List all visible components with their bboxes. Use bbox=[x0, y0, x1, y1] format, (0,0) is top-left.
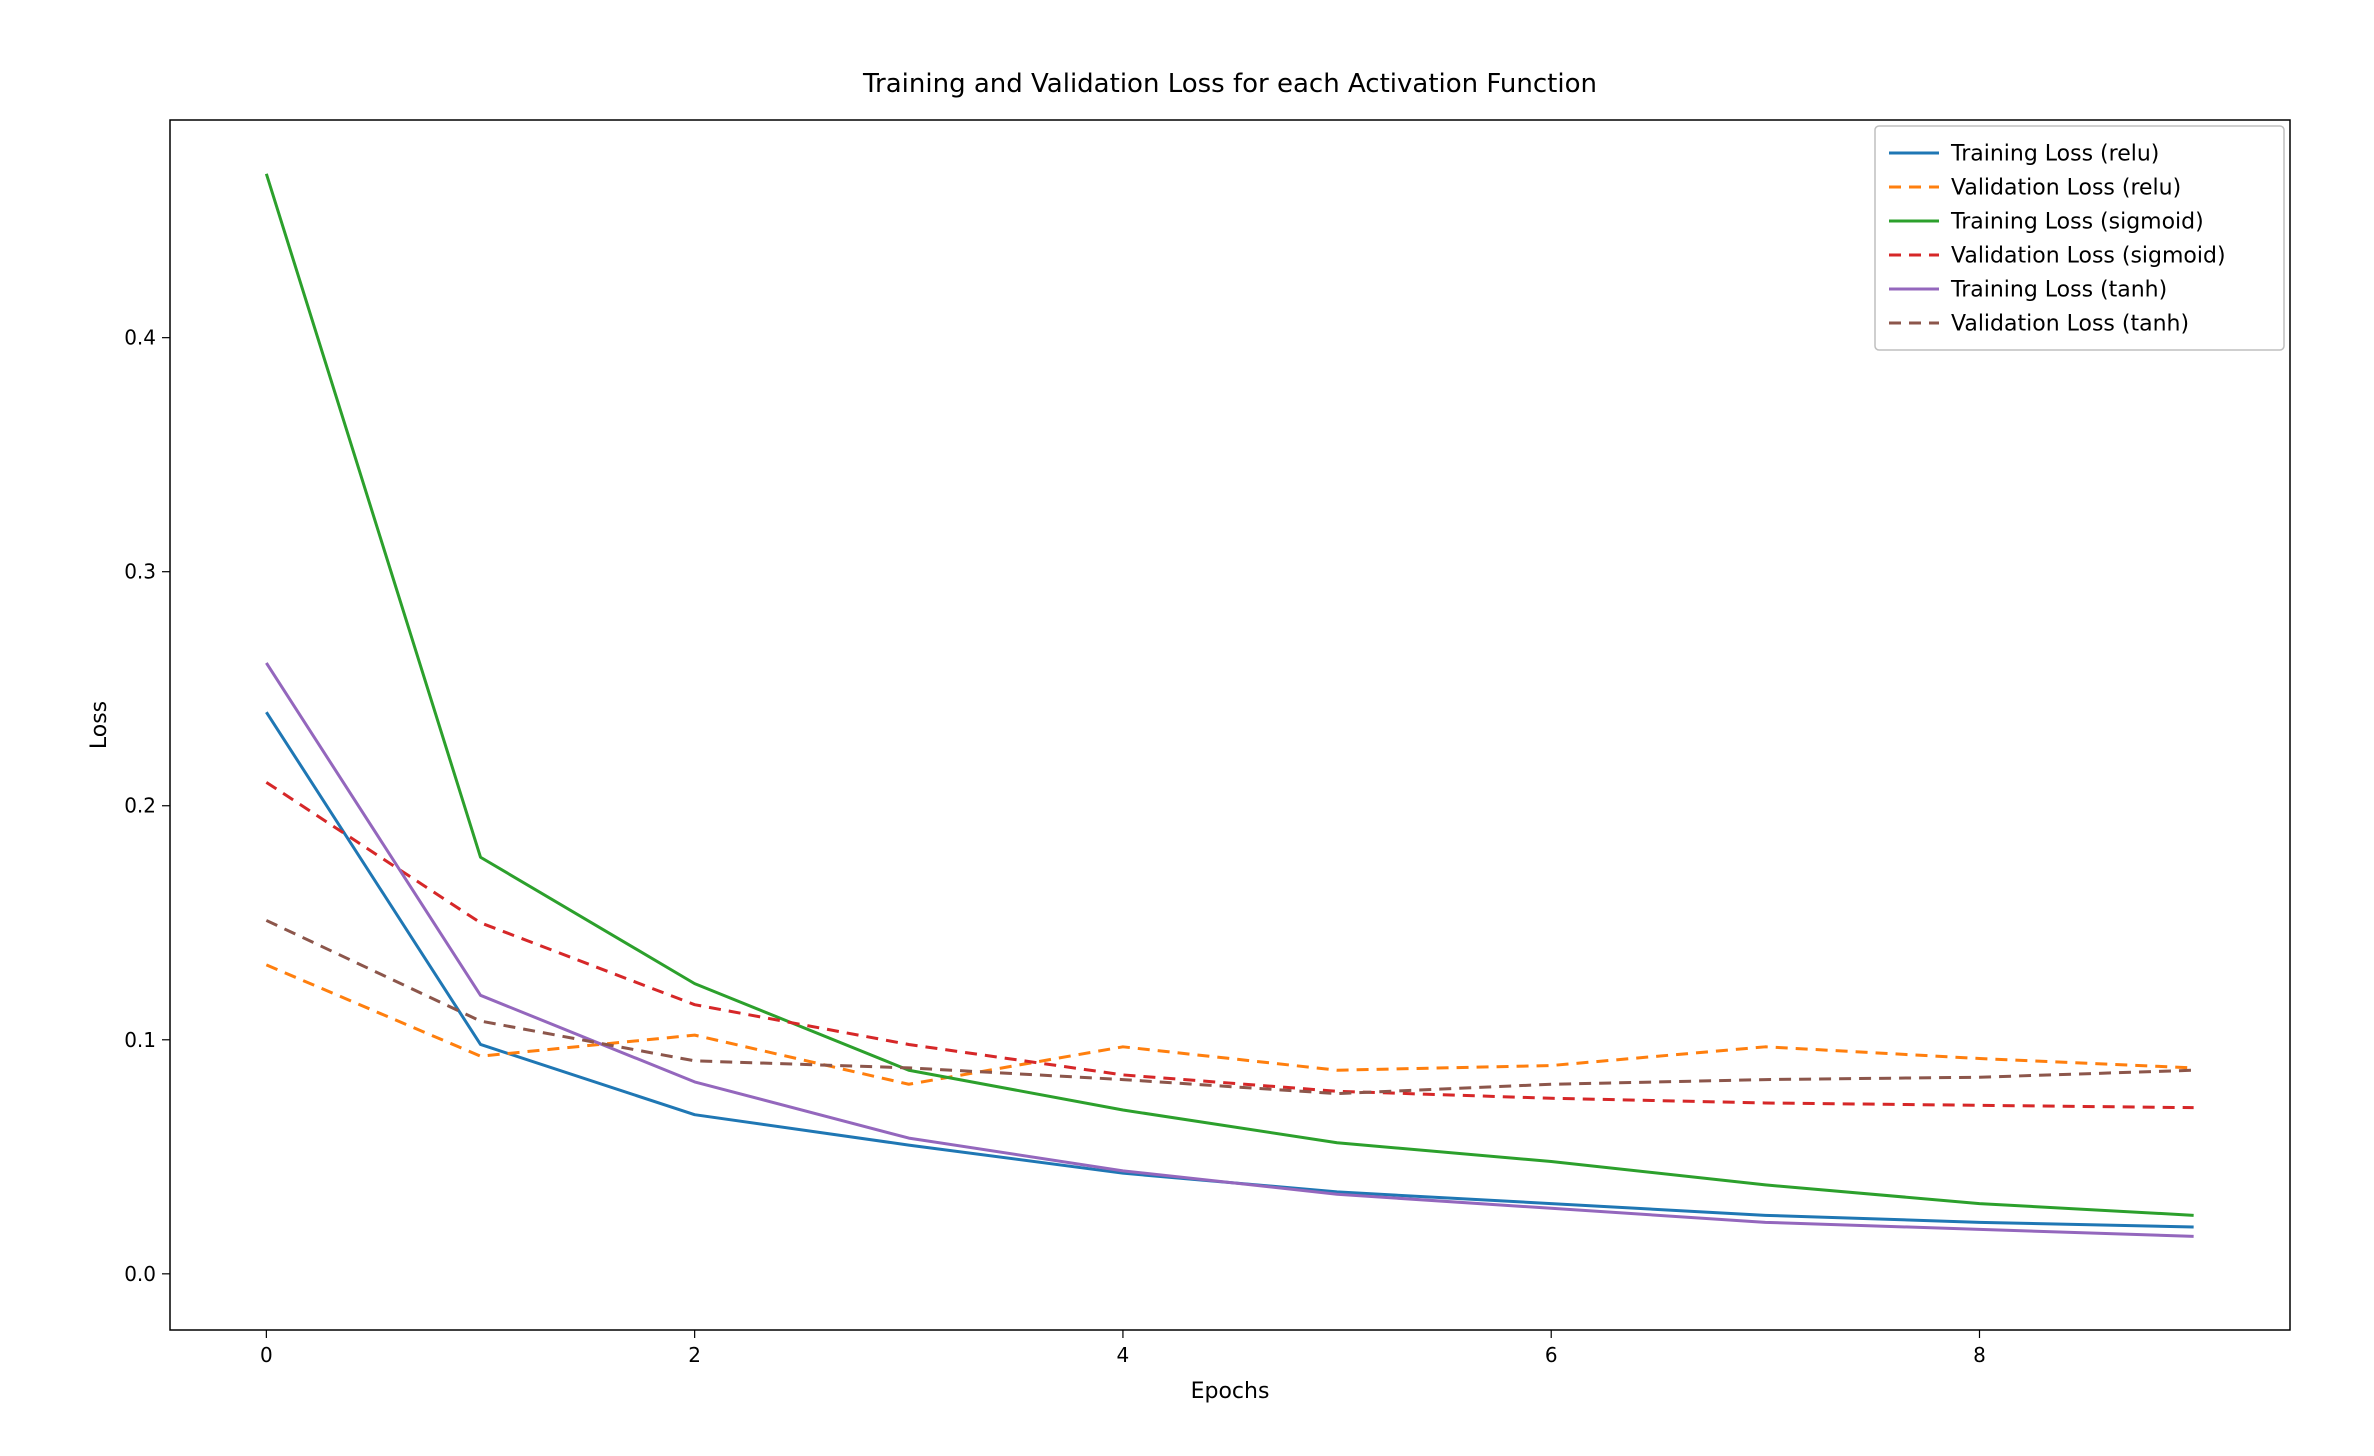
x-axis-label: Epochs bbox=[1191, 1379, 1270, 1404]
x-tick-label: 6 bbox=[1545, 1343, 1558, 1367]
y-tick-label: 0.4 bbox=[124, 326, 156, 350]
y-tick-label: 0.1 bbox=[124, 1028, 156, 1052]
x-tick-label: 2 bbox=[688, 1343, 701, 1367]
y-axis-label: Loss bbox=[87, 701, 112, 749]
legend-label: Validation Loss (tanh) bbox=[1951, 312, 2189, 337]
x-tick-label: 8 bbox=[1973, 1343, 1986, 1367]
chart-container: 0 2 4 6 8 0.0 0.1 0.2 0.3 0.4 Epochs Loss Training a… bbox=[0, 0, 2374, 1456]
legend-label: Training Loss (relu) bbox=[1950, 142, 2159, 167]
chart-title: Training and Validation Loss for each Ac… bbox=[862, 69, 1597, 99]
legend-label: Training Loss (sigmoid) bbox=[1950, 210, 2204, 235]
loss-chart: 0 2 4 6 8 0.0 0.1 0.2 0.3 0.4 Epochs Loss Training a… bbox=[0, 0, 2374, 1456]
x-tick-label: 0 bbox=[260, 1343, 273, 1367]
y-tick-label: 0.2 bbox=[124, 794, 156, 818]
legend-label: Validation Loss (relu) bbox=[1951, 176, 2181, 201]
y-tick-label: 0.0 bbox=[124, 1262, 156, 1286]
legend-label: Training Loss (tanh) bbox=[1950, 278, 2167, 303]
legend-label: Validation Loss (sigmoid) bbox=[1951, 244, 2226, 269]
legend: Training Loss (relu) Validation Loss (rel… bbox=[1875, 126, 2284, 350]
x-tick-label: 4 bbox=[1117, 1343, 1130, 1367]
y-tick-label: 0.3 bbox=[124, 560, 156, 584]
